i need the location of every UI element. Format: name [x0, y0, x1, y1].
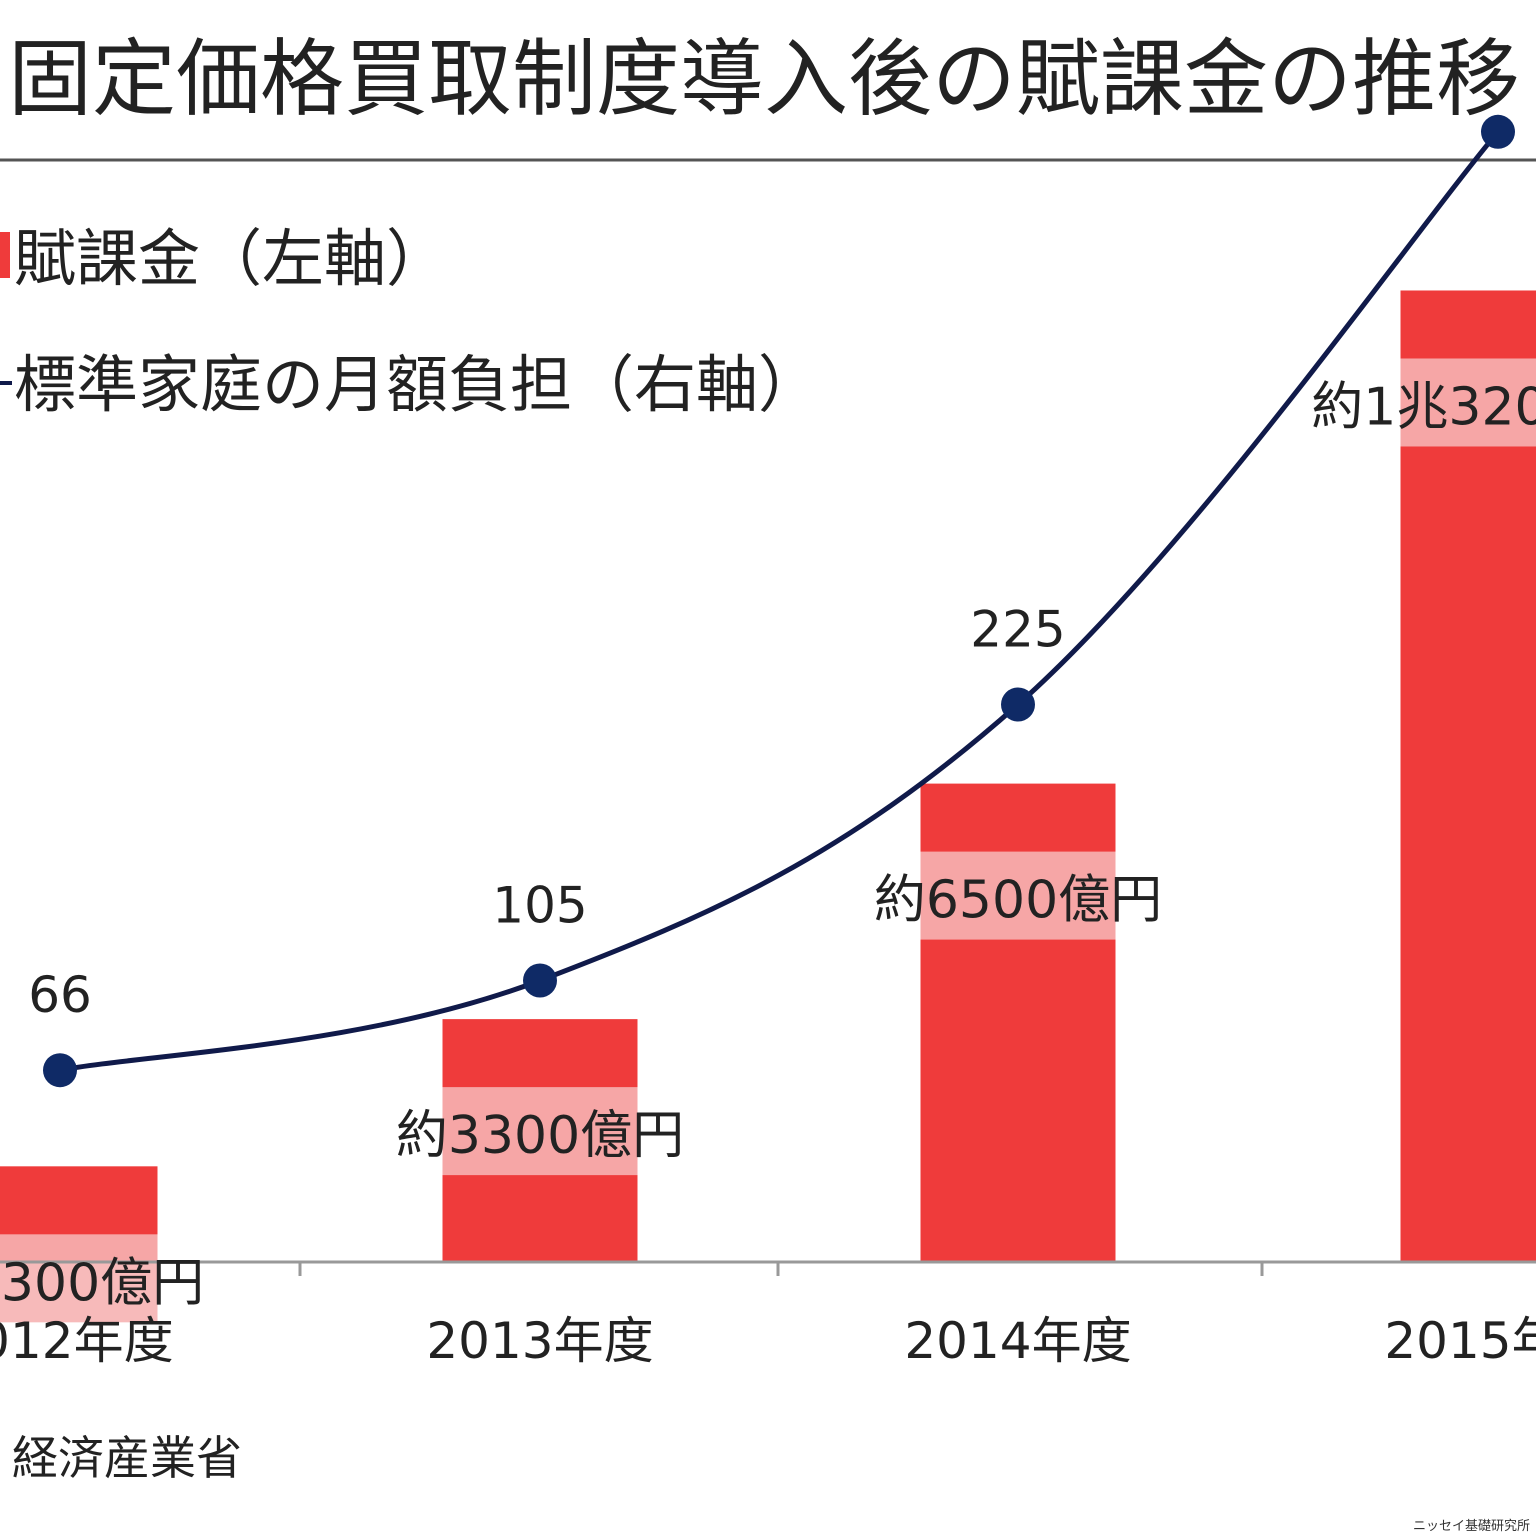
line-point-marker [523, 963, 557, 998]
watermark-text: ニッセイ基礎研究所 [1413, 1519, 1530, 1534]
bar-label-band [442, 1087, 638, 1176]
bar-data-label: 約1300億円 [0, 1253, 204, 1313]
line-point-marker [1481, 114, 1515, 149]
bar-label-band [1400, 358, 1536, 447]
x-tick-label: 2013年度 [426, 1312, 653, 1370]
line-data-label: 225 [970, 601, 1065, 659]
line-point-marker [1001, 687, 1035, 722]
line-layer [43, 114, 1515, 1088]
legend-bar-label: 賦課金（左軸） [14, 222, 448, 295]
bar-data-label: 約1兆3200億円 [1311, 377, 1536, 437]
x-tick-label: 2012年度 [0, 1312, 174, 1370]
line-point-marker [43, 1053, 77, 1088]
bar-label-band [920, 851, 1116, 940]
chart-title: 固定価格買取制度導入後の賦課金の推移 [8, 30, 1520, 128]
legend-line-label: 標準家庭の月額負担（右軸） [14, 348, 820, 421]
bar-data-label: 約3300億円 [396, 1106, 684, 1166]
labels-layer: 約1300億円 約3300億円 約6500億円 約1兆3200億円 66 105 225 [0, 377, 1536, 1313]
bar-label-band [0, 1234, 158, 1323]
line-data-label: 105 [492, 877, 587, 935]
legend-bar-swatch [0, 232, 10, 278]
bar [1400, 290, 1536, 1263]
x-tick-label: 2015年度 [1384, 1312, 1536, 1370]
bars-layer [0, 290, 1536, 1323]
x-axis: 2012年度 2013年度 2014年度 2015年度 [0, 1260, 1536, 1370]
line-series-path [59, 130, 1500, 1073]
line-data-label: 66 [28, 966, 92, 1024]
x-tick-label: 2014年度 [904, 1312, 1131, 1370]
source-text: 経済産業省 [12, 1431, 242, 1485]
bar-data-label: 約6500億円 [874, 871, 1162, 931]
